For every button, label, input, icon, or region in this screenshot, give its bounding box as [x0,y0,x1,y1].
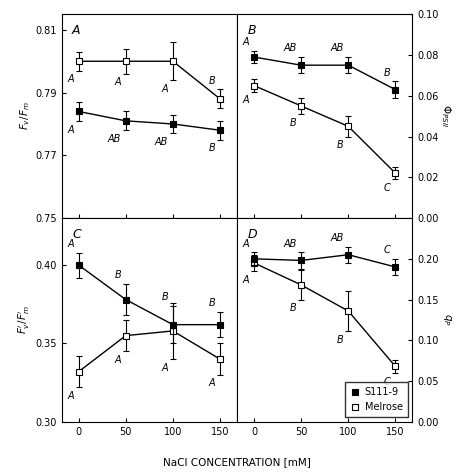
Text: B: B [290,118,296,128]
Text: B: B [384,68,391,78]
Text: A: A [67,239,74,249]
Text: AB: AB [330,233,344,243]
Text: A: A [67,391,74,401]
Text: A: A [243,238,249,248]
Text: B: B [114,270,121,280]
Text: A: A [114,77,121,88]
Text: AB: AB [108,134,121,144]
Text: AB: AB [283,43,296,54]
Text: C: C [384,377,391,387]
Text: A: A [243,95,249,105]
Y-axis label: $\Phi_{PSII}$: $\Phi_{PSII}$ [439,104,453,128]
Text: A: A [114,355,121,365]
Text: NaCl CONCENTRATION [mM]: NaCl CONCENTRATION [mM] [163,457,311,467]
Text: C: C [384,245,391,255]
Text: AB: AB [155,137,168,147]
Y-axis label: $F_v/F_m$: $F_v/F_m$ [18,102,32,130]
Text: B: B [209,143,215,153]
Text: C: C [72,228,81,241]
Text: A: A [67,74,74,84]
Text: AB: AB [283,238,296,248]
Y-axis label: $F_v'/F_m'$: $F_v'/F_m'$ [17,306,33,334]
Text: D: D [247,228,257,241]
Text: B: B [247,25,256,37]
Y-axis label: $q_P$: $q_P$ [441,313,453,327]
Text: B: B [290,303,296,313]
Text: C: C [384,183,391,193]
Text: A: A [162,363,168,373]
Text: B: B [337,335,344,345]
Text: B: B [337,140,344,150]
Text: A: A [209,379,215,389]
Legend: S111-9, Melrose: S111-9, Melrose [345,383,408,417]
Text: B: B [209,76,215,86]
Text: B: B [209,299,215,309]
Text: A: A [162,84,168,94]
Text: A: A [72,25,81,37]
Text: A: A [67,125,74,135]
Text: B: B [162,292,168,302]
Text: AB: AB [330,43,344,54]
Text: A: A [243,37,249,47]
Text: A: A [243,275,249,285]
